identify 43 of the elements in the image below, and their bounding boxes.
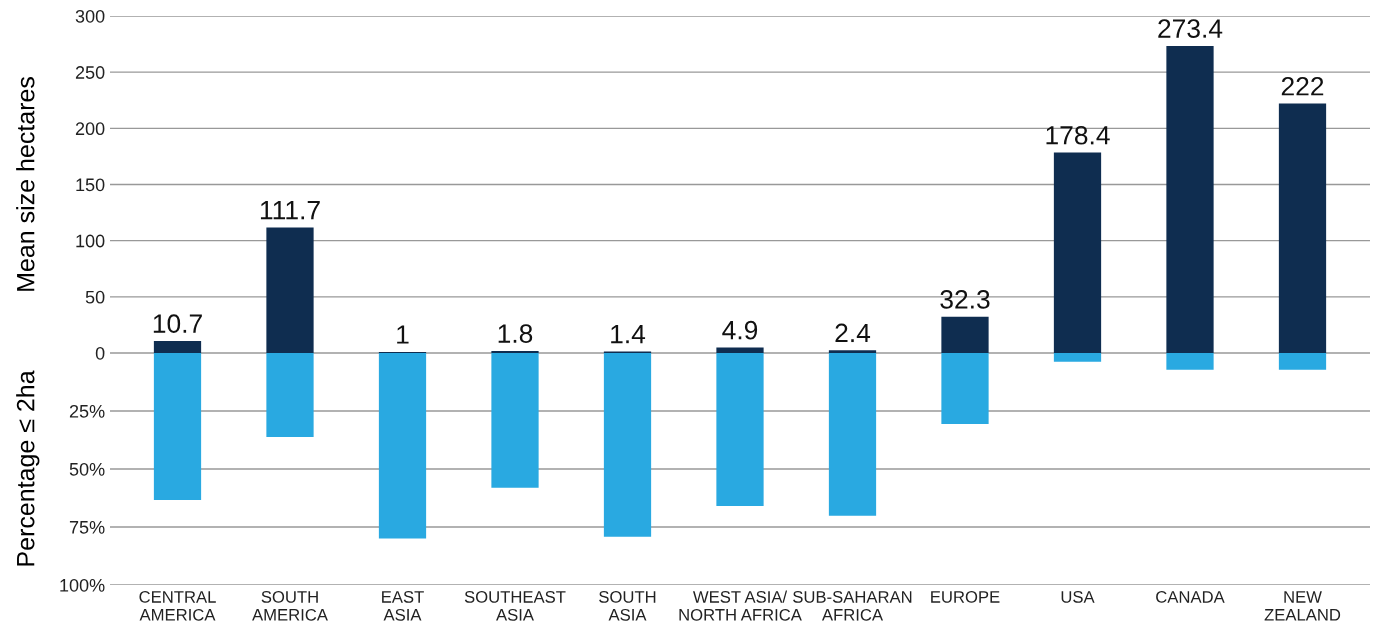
y-tick-label: 50% [69, 462, 105, 476]
bar [716, 347, 764, 353]
x-tick-label: NEW ZEALAND [1264, 591, 1341, 621]
y-tick-label: 150 [76, 178, 105, 192]
x-tick-label: CANADA [1156, 591, 1225, 603]
x-tick-label: USA [1061, 591, 1095, 603]
bar [1166, 353, 1214, 370]
x-tick-label: SOUTHEAST ASIA [464, 591, 566, 621]
x-tick-label: CENTRAL AMERICA [139, 591, 216, 621]
data-label: 222 [1281, 76, 1324, 96]
x-tick-label: EUROPE [931, 591, 1000, 603]
bar [491, 350, 539, 353]
bar [603, 353, 652, 537]
y-tick-label: 0 [95, 346, 105, 360]
data-label: 4.9 [722, 320, 758, 340]
bar [1053, 353, 1102, 362]
y-tick-label: 250 [75, 66, 105, 79]
y-tick-label: 75% [69, 521, 105, 534]
y-tick-label: 100% [60, 578, 105, 592]
y-tick-label: 100 [76, 234, 105, 248]
data-label: 2.4 [835, 323, 871, 343]
data-label: 1.8 [498, 324, 533, 343]
y-tick-label: 300 [75, 9, 105, 23]
x-tick-label: EAST ASIA [382, 591, 424, 621]
x-tick-label: SOUTH ASIA [599, 591, 656, 621]
data-label: 273.4 [1158, 19, 1223, 38]
y-axis-title: Percentage ≤ 2ha [16, 370, 40, 566]
bar [1278, 353, 1327, 370]
bar [153, 340, 202, 353]
data-label: 1.4 [611, 325, 646, 344]
y-tick-label: 200 [75, 122, 105, 136]
data-label: 178.4 [1046, 125, 1110, 145]
data-label: 32.3 [940, 290, 990, 309]
data-label: 10.7 [153, 314, 202, 333]
data-label: 1 [397, 325, 409, 344]
x-tick-label: SOUTH AMERICA [252, 591, 328, 621]
data-label: 111.7 [260, 201, 320, 220]
y-axis-title: Mean size hectares [16, 77, 35, 291]
y-tick-label: 25% [69, 404, 105, 418]
bar [491, 353, 539, 488]
y-tick-label: 50 [85, 290, 105, 304]
bar [378, 353, 427, 539]
bar [828, 350, 877, 353]
